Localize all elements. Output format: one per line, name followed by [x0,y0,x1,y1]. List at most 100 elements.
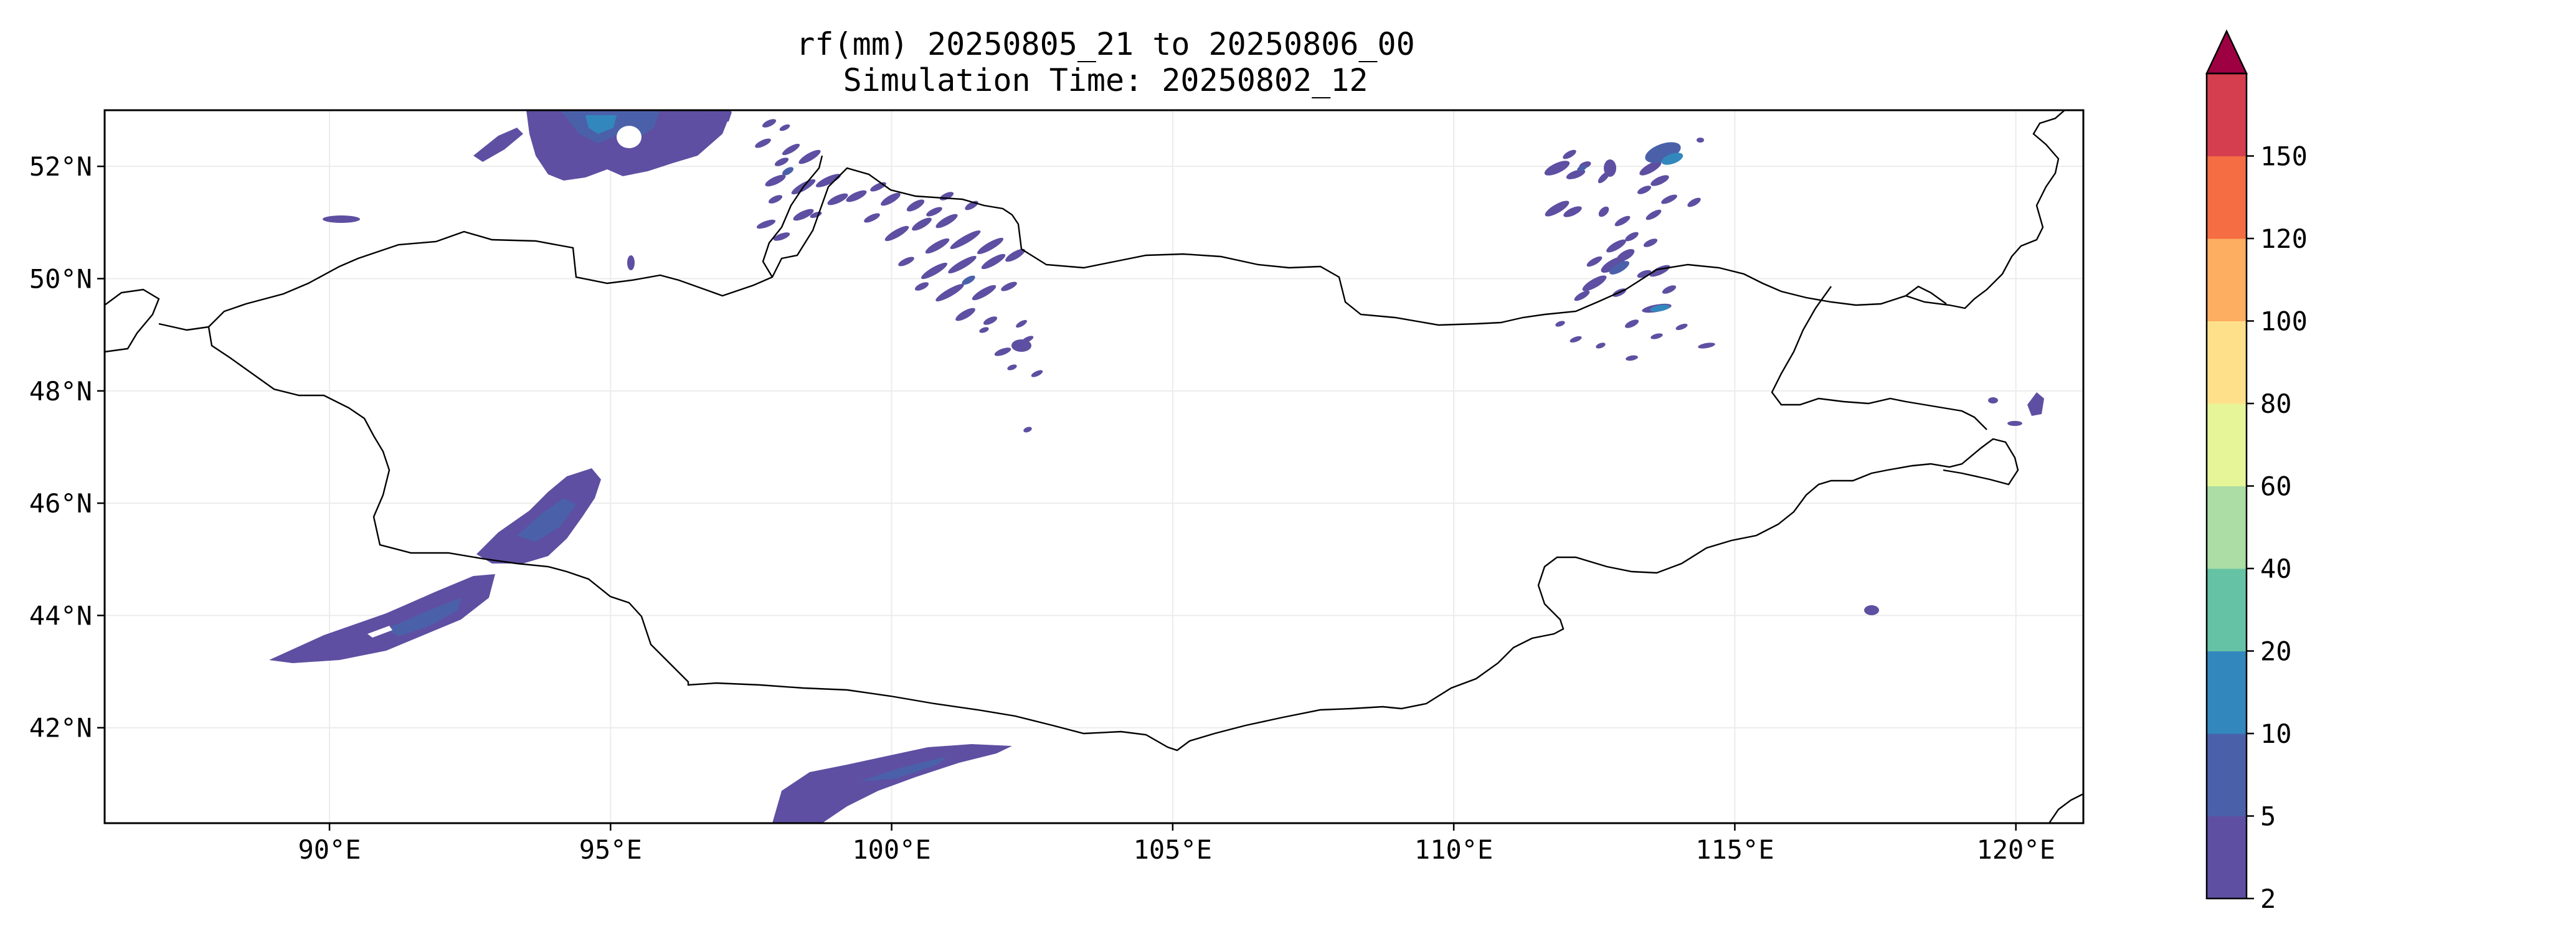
lat-tick-label: 44°N [29,600,92,631]
rain-cell [983,316,998,325]
colorbar-extend-arrow [2205,29,2248,75]
mongolia-border [208,167,1947,328]
lon-tick-label: 110°E [1414,834,1493,865]
rain-cell [979,327,989,333]
rain-cell [926,207,942,217]
rain-cell [1574,290,1590,301]
rain-cell [756,219,776,229]
lat-tick-label: 48°N [29,376,92,407]
rain-cell [935,283,964,301]
rain-streaks [755,119,1043,433]
rain-cell [898,257,914,267]
colorbar-label: 2 [2260,884,2276,914]
rain-cell [935,214,958,229]
rain-cell [981,253,1006,270]
rain-cell [1639,161,1662,176]
rain-cell [962,275,975,285]
west-border [105,288,160,353]
rain-cell [864,213,880,223]
colorbar-label: 40 [2260,554,2292,584]
rain-cell [1609,261,1629,275]
map-title-line2: Simulation Time: 20250802_12 [843,62,1368,98]
rain-cell [815,174,841,187]
rain-cell [1586,256,1603,267]
colorbar-segment [2207,568,2247,651]
rain-cell [773,232,790,241]
colorbar-segment [2207,651,2247,734]
colorbar-label: 20 [2260,636,2292,667]
rain-cell [994,347,1011,356]
rain-cell [768,195,783,204]
rain-cell [1675,323,1688,331]
rain-cell [906,199,925,212]
rain-cell [1016,319,1027,328]
rain-cell [1661,153,1683,165]
baikal-shore [762,155,823,278]
china-russia-border-east [1905,110,2065,309]
rain-cell [1625,232,1639,242]
rain-cell [1698,342,1715,349]
rain-cell [1555,321,1565,327]
rain-cell [1606,239,1626,253]
rain-cell [1626,355,1638,361]
rain-cell [1563,206,1582,217]
colorbar-segment [2207,486,2247,569]
rain-cell [1007,364,1017,370]
rain-cell [1650,175,1669,186]
rain-cell [1687,197,1701,207]
rain-area [323,215,360,223]
rain-cell [1001,281,1017,291]
rain-cell [765,174,786,187]
rain-cell [827,193,848,205]
lon-tick-label: 115°E [1695,834,1774,865]
rain-cell [1646,209,1662,220]
colorbar-label: 150 [2260,141,2308,172]
colorbar-segment [2207,73,2247,156]
rain-area [710,112,732,125]
rain-cell [1661,194,1677,204]
rain-streaks [1544,138,1715,361]
rain-cell [1582,275,1607,291]
rain-cell [1545,200,1570,217]
lat-tick-label: 50°N [29,263,92,294]
rainfall-areas [269,110,2044,823]
rain-cell [1662,285,1677,294]
border-se [2048,793,2083,823]
map-frame [103,109,2085,824]
rain-cell [955,308,975,321]
rain-area [386,598,461,636]
mongolia-border [207,326,2019,752]
rain-cell [1011,339,1031,352]
rain-area [2027,392,2044,416]
rain-cell [793,209,814,221]
rain-cell [782,143,800,156]
rain-area [269,574,495,663]
rain-cell [950,230,981,249]
rain-area [772,744,1012,823]
map-area [103,109,2085,824]
china-border-inner [1771,286,1987,430]
lon-tick-label: 105°E [1134,834,1212,865]
colorbar-segment [2207,816,2247,899]
rain-cell [1563,149,1576,159]
colorbar: 2 5 10 20 40 60 80 100 120 150 [2205,29,2308,914]
gridlines [105,110,2083,823]
rain-cell [755,138,771,148]
rain-cell [921,262,947,280]
rain-area [617,126,642,148]
rain-area [859,757,947,781]
colorbar-segment [2207,321,2247,404]
rain-area [1988,397,1998,403]
lon-tick-label: 90°E [298,834,361,865]
rain-cell [774,158,789,166]
map-background [105,110,2083,823]
rain-cell [1650,304,1670,312]
rain-cell [846,190,867,202]
rain-area [517,498,576,542]
rain-cell [912,217,932,231]
rain-area [585,115,617,134]
west-border [158,323,209,331]
rain-cell [1614,215,1631,227]
rain-cell [762,119,777,128]
